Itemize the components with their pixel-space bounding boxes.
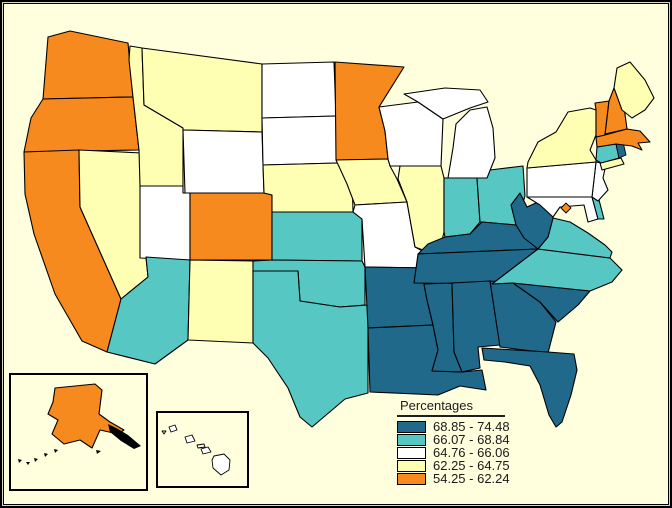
state-dc (560, 202, 572, 214)
alaska-islands-mark (26, 462, 30, 465)
alaska-islands-mark (18, 459, 22, 463)
alaska-coast-detail (18, 424, 141, 465)
state-fl (481, 347, 578, 428)
state-or (23, 96, 140, 153)
state-ne (262, 162, 354, 213)
state-in (443, 177, 481, 238)
legend-title: Percentages (400, 398, 473, 413)
legend-row: 66.07 - 68.84 (397, 433, 510, 446)
legend-swatch (397, 420, 426, 433)
hawaii-inset (156, 411, 249, 488)
state-wa (42, 30, 134, 100)
alaska-islands-mark (54, 449, 58, 453)
state-sd (261, 115, 339, 166)
state-tx (252, 270, 369, 428)
legend-row: 68.85 - 74.48 (397, 420, 510, 433)
alaska-islands-mark (96, 450, 101, 454)
state-ut (139, 185, 191, 261)
state-mi (403, 87, 489, 120)
legend-rule (397, 415, 505, 417)
legend-range-label: 62.25 - 64.75 (433, 458, 510, 473)
alaska-inset (9, 373, 148, 491)
legend-swatch (397, 472, 426, 485)
alaska-islands-mark (44, 453, 48, 457)
legend-range-label: 66.07 - 68.84 (433, 432, 510, 447)
hawaii-inset-box (156, 411, 249, 488)
legend-swatch (397, 433, 426, 446)
legend-swatch (397, 459, 426, 472)
alaska-islands-mark (108, 424, 141, 449)
legend-row: 54.25 - 62.24 (397, 472, 510, 485)
legend-range-label: 68.85 - 74.48 (433, 419, 510, 434)
state-nd (261, 61, 337, 119)
legend-swatch (397, 446, 426, 459)
state-ny (526, 107, 597, 169)
state-ak (47, 383, 125, 449)
legend-row: 64.76 - 66.06 (397, 446, 510, 459)
legend-row: 62.25 - 64.75 (397, 459, 510, 472)
state-hi (184, 434, 196, 444)
state-hi (168, 424, 178, 433)
state-nc (491, 248, 623, 292)
state-hi (211, 453, 231, 476)
state-wy (182, 129, 265, 194)
alaska-inset-box (9, 373, 148, 491)
legend-range-label: 54.25 - 62.24 (433, 471, 510, 486)
state-hi (200, 446, 212, 455)
state-co (189, 192, 273, 261)
legend-range-label: 64.76 - 66.06 (433, 445, 510, 460)
state-ks (271, 211, 363, 262)
map-legend: Percentages 68.85 - 74.48 66.07 - 68.84 … (397, 398, 510, 485)
alaska-islands-mark (34, 458, 38, 462)
state-mi (447, 106, 496, 179)
state-hi (161, 430, 167, 435)
state-nm (187, 259, 254, 344)
state-hi (196, 443, 206, 449)
state-me (613, 61, 655, 119)
